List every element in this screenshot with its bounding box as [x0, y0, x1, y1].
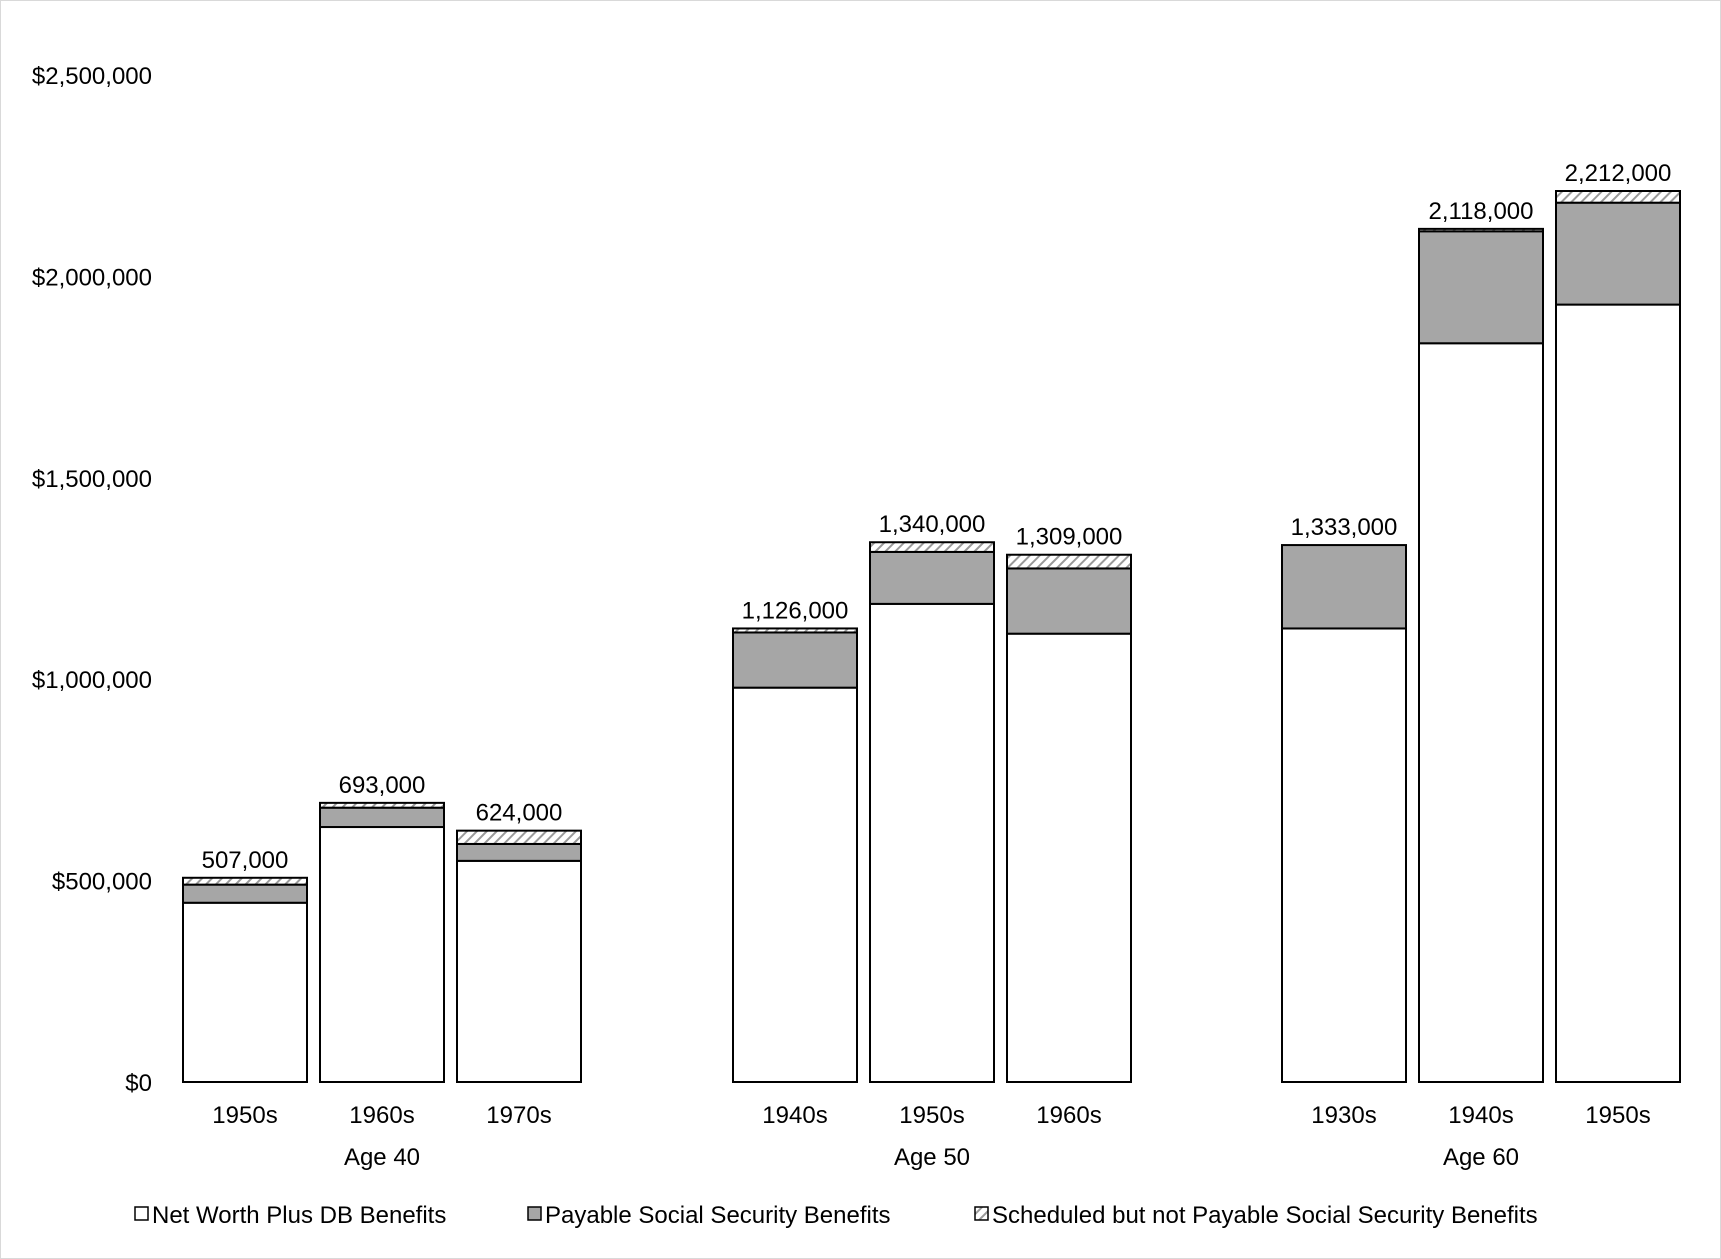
x-category-label: 1940s — [762, 1102, 827, 1129]
legend-label: Scheduled but not Payable Social Securit… — [992, 1202, 1538, 1229]
y-tick-label: $1,000,000 — [32, 667, 152, 694]
bar-segment-unpayable-ss — [456, 829, 582, 845]
total-value-label: 1,126,000 — [742, 597, 849, 624]
bars — [182, 190, 1681, 1084]
bar-segment-net-worth — [319, 826, 445, 1083]
bar-segment-payable-ss — [319, 806, 445, 829]
legend-label: Net Worth Plus DB Benefits — [152, 1202, 446, 1229]
y-axis: $0 $500,000 $1,000,000 $1,500,000 $2,000,000… — [32, 63, 152, 1097]
bar-segment-unpayable-ss — [869, 541, 995, 553]
x-category-label: 1960s — [1036, 1102, 1101, 1129]
bar-segment-unpayable-ss — [1418, 227, 1544, 233]
x-group-label: Age 60 — [1443, 1144, 1519, 1171]
x-category-label: 1950s — [899, 1102, 964, 1129]
x-category-label: 1940s — [1448, 1102, 1513, 1129]
bar-segment-payable-ss — [456, 842, 582, 862]
bar-segment-payable-ss — [869, 550, 995, 605]
bar-segment-unpayable-ss — [732, 627, 858, 634]
x-group-label: Age 40 — [344, 1144, 420, 1171]
legend: Net Worth Plus DB Benefits Payable Social… — [134, 1202, 1538, 1229]
legend-swatch — [974, 1206, 989, 1221]
x-category-label: 1960s — [349, 1102, 414, 1129]
legend-swatch — [527, 1206, 542, 1221]
bar-segment-net-worth — [1281, 627, 1407, 1083]
legend-swatch — [134, 1206, 149, 1221]
bar-segment-payable-ss — [182, 883, 308, 904]
legend-label: Payable Social Security Benefits — [545, 1202, 891, 1229]
y-tick-label: $500,000 — [52, 869, 152, 896]
bar-segment-net-worth — [1006, 632, 1132, 1083]
total-value-label: 1,309,000 — [1016, 524, 1123, 551]
bar-segment-unpayable-ss — [182, 876, 308, 886]
total-value-label: 1,340,000 — [879, 511, 986, 538]
bar-segment-unpayable-ss — [1006, 553, 1132, 570]
bar-segment-payable-ss — [1418, 230, 1544, 345]
total-value-label: 624,000 — [476, 800, 563, 827]
total-value-labels: 507,000 693,000 624,000 1,126,000 1,340,000 1… — [202, 160, 1672, 874]
y-tick-label: $1,500,000 — [32, 466, 152, 493]
bar-segment-net-worth — [182, 901, 308, 1084]
bar-segment-net-worth — [732, 686, 858, 1083]
bar-segment-net-worth — [1418, 342, 1544, 1084]
y-tick-label: $2,000,000 — [32, 264, 152, 291]
bar-segment-net-worth — [869, 602, 995, 1083]
bar-segment-unpayable-ss — [319, 801, 445, 809]
y-tick-label: $0 — [125, 1070, 152, 1097]
bar-segment-payable-ss — [732, 631, 858, 689]
x-group-label: Age 50 — [894, 1144, 970, 1171]
total-value-label: 507,000 — [202, 847, 289, 874]
bar-segment-payable-ss — [1281, 544, 1407, 630]
x-category-label: 1970s — [486, 1102, 551, 1129]
total-value-label: 1,333,000 — [1291, 514, 1398, 541]
x-category-label: 1930s — [1311, 1102, 1376, 1129]
bar-segment-net-worth — [1555, 303, 1681, 1083]
x-category-label: 1950s — [1585, 1102, 1650, 1129]
x-category-label: 1950s — [212, 1102, 277, 1129]
x-axis: 1950s 1960s 1970s Age 40 1940s 1950s 1960s Age … — [212, 1102, 1650, 1171]
bar-segment-payable-ss — [1555, 201, 1681, 306]
total-value-label: 2,118,000 — [1429, 198, 1534, 225]
bar-segment-net-worth — [456, 859, 582, 1083]
total-value-label: 693,000 — [339, 772, 426, 799]
bar-segment-unpayable-ss — [1555, 190, 1681, 204]
y-tick-label: $2,500,000 — [32, 63, 152, 90]
bar-segment-payable-ss — [1006, 567, 1132, 635]
total-value-label: 2,212,000 — [1565, 160, 1672, 187]
